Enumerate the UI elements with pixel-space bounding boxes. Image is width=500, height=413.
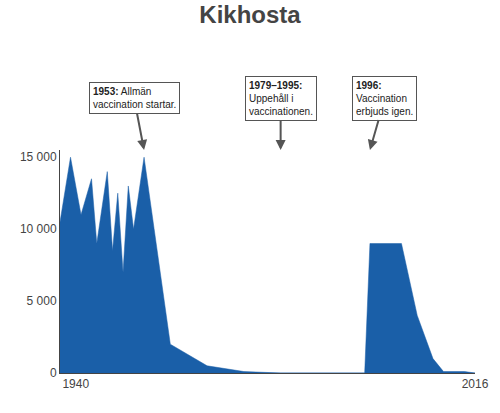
svg-text:Kikhosta: Kikhosta (199, 1, 301, 28)
svg-text:1996:Vaccinationerbjuds igen.: 1996:Vaccinationerbjuds igen. (356, 80, 413, 117)
svg-text:2016: 2016 (462, 377, 489, 391)
svg-text:15 000: 15 000 (20, 150, 57, 164)
svg-text:1979–1995:Uppehåll ivaccinatio: 1979–1995:Uppehåll ivaccinationen. (249, 80, 313, 117)
svg-text:5 000: 5 000 (27, 294, 57, 308)
svg-text:10 000: 10 000 (20, 222, 57, 236)
svg-text:1940: 1940 (62, 377, 89, 391)
svg-text:1953: Allmänvaccination starta: 1953: Allmänvaccination startar. (93, 86, 176, 110)
svg-text:0: 0 (50, 366, 57, 380)
